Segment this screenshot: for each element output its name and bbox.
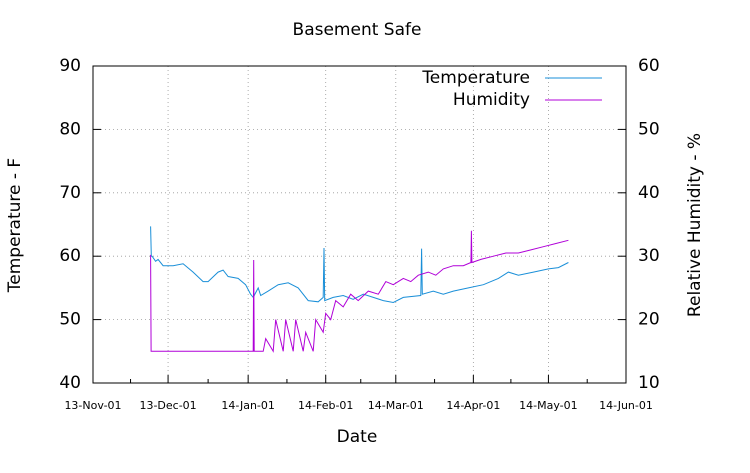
x-tick-label: 14-Apr-01 [446,399,500,412]
y-tick-label: 50 [59,310,81,330]
series-line [150,226,569,304]
y2-tick-label: 60 [638,56,660,76]
y-tick-label: 60 [59,246,81,266]
y2-tick-label: 20 [638,310,660,330]
y-tick-label: 70 [59,183,81,203]
y-tick-label: 90 [59,56,81,76]
legend-label: Humidity [453,90,530,110]
x-tick-label: 14-Jan-01 [221,399,275,412]
x-tick-label: 14-Feb-01 [298,399,353,412]
x-axis-label: Date [337,427,378,447]
series-line [150,230,569,353]
y-axis-label: Temperature - F [5,158,25,293]
y-tick-label: 40 [59,373,81,393]
chart-title: Basement Safe [293,20,422,40]
y2-tick-label: 40 [638,183,660,203]
y2-tick-label: 50 [638,119,660,139]
x-tick-label: 13-Dec-01 [139,399,196,412]
x-tick-label: 14-May-01 [519,399,577,412]
y2-tick-label: 30 [638,246,660,266]
x-tick-label: 14-Jun-01 [599,399,653,412]
plot-frame [92,65,627,384]
legend-label: Temperature [421,68,530,88]
y2-axis-label: Relative Humidity - % [685,133,705,317]
y2-tick-label: 10 [638,373,660,393]
x-tick-label: 14-Mar-01 [368,399,424,412]
x-tick-label: 13-Nov-01 [64,399,121,412]
y-tick-label: 80 [59,119,81,139]
